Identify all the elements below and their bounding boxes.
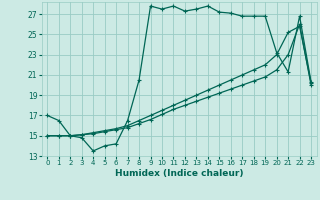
X-axis label: Humidex (Indice chaleur): Humidex (Indice chaleur) xyxy=(115,169,244,178)
